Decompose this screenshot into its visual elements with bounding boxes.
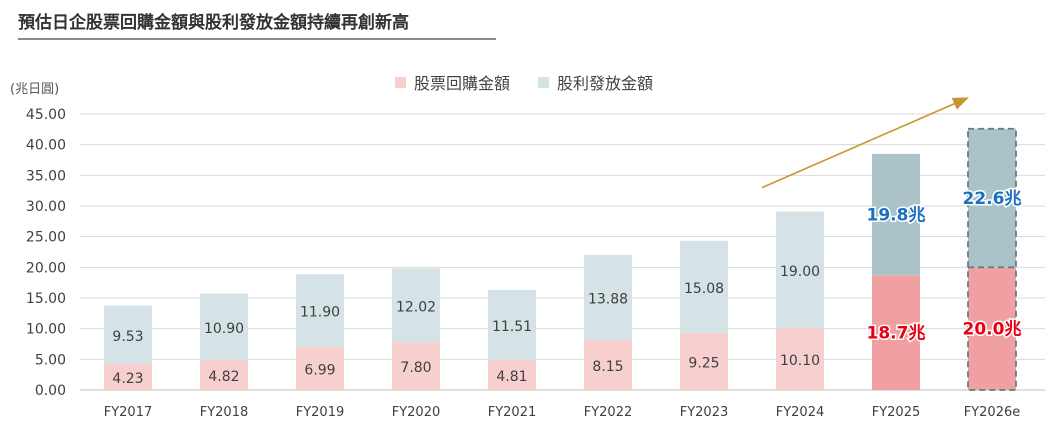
estimate-outline-FY2026e bbox=[967, 127, 1017, 391]
data-label-dividend-FY2025: 19.8兆 bbox=[867, 206, 926, 226]
bar-buyback-FY2017 bbox=[104, 364, 152, 390]
x-tick-label-FY2024: FY2024 bbox=[776, 405, 825, 420]
y-tick-label: 40.00 bbox=[26, 138, 66, 154]
data-label-dividend-FY2023: 15.08 bbox=[684, 281, 724, 297]
data-label-buyback-FY2021: 4.81 bbox=[496, 369, 527, 385]
x-tick-label-FY2025: FY2025 bbox=[872, 405, 921, 420]
data-label-buyback-FY2018: 4.82 bbox=[208, 369, 239, 385]
data-label-dividend-FY2026e: 22.6兆 bbox=[963, 189, 1022, 209]
bar-dividend-FY2026e bbox=[968, 128, 1016, 268]
y-tick-label: 30.00 bbox=[26, 199, 66, 215]
data-label-buyback-FY2026e: 20.0兆 bbox=[963, 320, 1022, 340]
bar-buyback-FY2020 bbox=[392, 342, 440, 390]
title-underline bbox=[18, 38, 496, 40]
data-label-buyback-FY2017: 4.23 bbox=[112, 371, 143, 387]
data-label-dividend-FY2024: 19.00 bbox=[780, 264, 820, 280]
bar-buyback-FY2023 bbox=[680, 333, 728, 390]
legend-item-dividend: 股利發放金額 bbox=[538, 70, 653, 94]
bar-dividend-FY2025 bbox=[872, 153, 920, 276]
x-tick-label-FY2019: FY2019 bbox=[296, 405, 345, 420]
data-label-buyback-FY2022: 8.15 bbox=[592, 359, 623, 375]
bar-dividend-FY2022 bbox=[584, 254, 632, 341]
y-tick-label: 5.00 bbox=[35, 352, 66, 368]
data-label-buyback-FY2019: 6.99 bbox=[304, 363, 335, 379]
data-label-dividend-FY2022: 13.88 bbox=[588, 291, 628, 307]
data-label-buyback-FY2025: 18.7兆 bbox=[867, 324, 926, 344]
x-tick-label-FY2018: FY2018 bbox=[200, 405, 249, 420]
y-tick-label: 45.00 bbox=[26, 107, 66, 123]
legend-swatch-dividend bbox=[538, 76, 550, 88]
x-tick-label-FY2021: FY2021 bbox=[488, 405, 537, 420]
bar-dividend-FY2021 bbox=[488, 289, 536, 361]
y-tick-label: 20.00 bbox=[26, 260, 66, 276]
x-tick-label-FY2026e: FY2026e bbox=[964, 405, 1021, 420]
bar-buyback-FY2018 bbox=[200, 360, 248, 390]
x-tick-label-FY2017: FY2017 bbox=[104, 405, 153, 420]
bar-dividend-FY2018 bbox=[200, 293, 248, 361]
y-tick-label: 25.00 bbox=[26, 230, 66, 246]
bar-dividend-FY2023 bbox=[680, 240, 728, 334]
y-tick-label: 15.00 bbox=[26, 291, 66, 307]
data-label-buyback-FY2023: 9.25 bbox=[688, 356, 719, 372]
data-label-buyback-FY2024: 10.10 bbox=[780, 353, 820, 369]
legend: 股票回購金額 股利發放金額 bbox=[395, 70, 653, 94]
bar-buyback-FY2026e bbox=[968, 267, 1016, 390]
bar-buyback-FY2025 bbox=[872, 275, 920, 390]
data-label-dividend-FY2020: 12.02 bbox=[396, 299, 436, 315]
y-tick-label: 10.00 bbox=[26, 322, 66, 338]
data-label-dividend-FY2017: 9.53 bbox=[112, 329, 143, 345]
bar-dividend-FY2020 bbox=[392, 268, 440, 343]
legend-swatch-buyback bbox=[395, 76, 406, 88]
legend-item-buyback: 股票回購金額 bbox=[395, 70, 510, 94]
bar-buyback-FY2019 bbox=[296, 347, 344, 390]
x-tick-label-FY2022: FY2022 bbox=[584, 405, 633, 420]
x-tick-label-FY2020: FY2020 bbox=[392, 405, 441, 420]
bar-buyback-FY2022 bbox=[584, 340, 632, 390]
bar-dividend-FY2019 bbox=[296, 274, 344, 348]
bar-buyback-FY2024 bbox=[776, 328, 824, 390]
y-tick-label: 0.00 bbox=[35, 383, 66, 399]
y-axis-unit-label: (兆日圓) bbox=[10, 82, 60, 97]
x-tick-label-FY2023: FY2023 bbox=[680, 405, 729, 420]
bar-dividend-FY2024 bbox=[776, 211, 824, 329]
bar-dividend-FY2017 bbox=[104, 305, 152, 365]
data-label-dividend-FY2021: 11.51 bbox=[492, 319, 532, 335]
data-label-dividend-FY2019: 11.90 bbox=[300, 305, 340, 321]
bar-buyback-FY2021 bbox=[488, 360, 536, 390]
legend-label-buyback: 股票回購金額 bbox=[414, 74, 511, 93]
data-label-dividend-FY2018: 10.90 bbox=[204, 321, 244, 337]
y-tick-label: 35.00 bbox=[26, 168, 66, 184]
data-label-buyback-FY2020: 7.80 bbox=[400, 360, 431, 376]
legend-label-dividend: 股利發放金額 bbox=[557, 74, 654, 93]
trend-arrow bbox=[761, 97, 969, 189]
chart-title: 預估日企股票回購金額與股利發放金額持續再創新高 bbox=[18, 13, 409, 33]
